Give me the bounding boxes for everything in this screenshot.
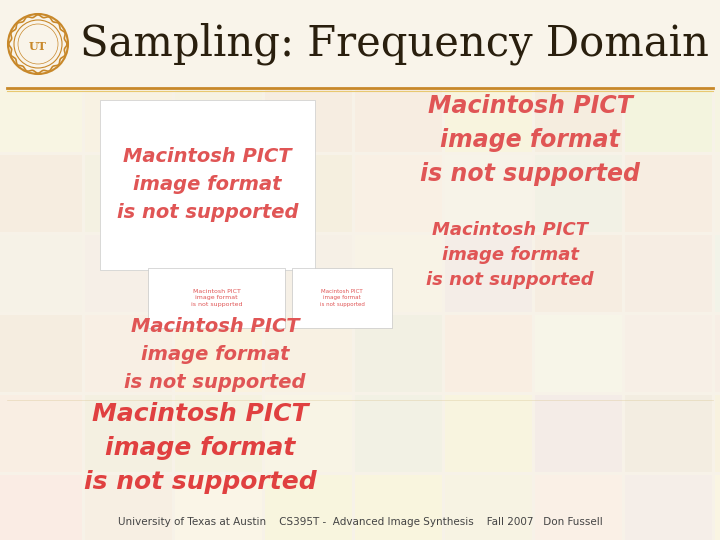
Bar	[625, 395, 712, 472]
Bar	[0, 395, 82, 472]
Bar	[265, 235, 352, 312]
Bar	[265, 0, 352, 72]
Bar	[445, 395, 532, 472]
Bar	[265, 315, 352, 392]
Bar	[175, 155, 262, 232]
Bar	[0, 315, 82, 392]
Bar	[0, 75, 82, 152]
Bar	[445, 475, 532, 540]
Bar	[625, 235, 712, 312]
Circle shape	[20, 26, 56, 62]
Bar	[715, 315, 720, 392]
Bar	[85, 155, 172, 232]
Bar	[445, 315, 532, 392]
Bar	[355, 155, 442, 232]
Bar	[85, 475, 172, 540]
Text: Sampling: Frequency Domain: Sampling: Frequency Domain	[80, 23, 709, 65]
Bar	[715, 75, 720, 152]
Bar	[355, 75, 442, 152]
Bar	[535, 155, 622, 232]
Bar	[355, 235, 442, 312]
Bar	[265, 75, 352, 152]
Bar	[85, 235, 172, 312]
Text: Macintosh PICT
image format
is not supported: Macintosh PICT image format is not suppo…	[420, 93, 640, 186]
Bar	[355, 0, 442, 72]
Text: Macintosh PICT
image format
is not supported: Macintosh PICT image format is not suppo…	[125, 318, 306, 393]
Bar	[265, 475, 352, 540]
Bar	[0, 0, 720, 90]
Bar	[355, 315, 442, 392]
Bar	[535, 315, 622, 392]
Bar	[625, 155, 712, 232]
Bar	[85, 75, 172, 152]
Bar	[535, 395, 622, 472]
Text: Macintosh PICT
image format
is not supported: Macintosh PICT image format is not suppo…	[426, 221, 594, 289]
Text: Macintosh PICT
image format
is not supported: Macintosh PICT image format is not suppo…	[84, 402, 316, 495]
Bar	[175, 0, 262, 72]
Bar	[625, 315, 712, 392]
Text: Macintosh PICT
image format
is not supported: Macintosh PICT image format is not suppo…	[320, 289, 364, 307]
Bar	[625, 475, 712, 540]
Bar	[85, 395, 172, 472]
Bar	[355, 475, 442, 540]
Bar	[292, 268, 392, 328]
Bar	[625, 0, 712, 72]
Bar	[175, 235, 262, 312]
Bar	[535, 75, 622, 152]
Bar	[85, 0, 172, 72]
Bar	[175, 315, 262, 392]
Text: University of Texas at Austin    CS395T -  Advanced Image Synthesis    Fall 2007: University of Texas at Austin CS395T - A…	[117, 517, 603, 527]
Bar	[535, 475, 622, 540]
Bar	[535, 0, 622, 72]
Bar	[0, 235, 82, 312]
Bar	[715, 395, 720, 472]
Bar	[175, 75, 262, 152]
Bar	[445, 0, 532, 72]
Bar	[445, 235, 532, 312]
Bar	[0, 475, 82, 540]
Bar	[715, 155, 720, 232]
Bar	[265, 395, 352, 472]
Bar	[715, 475, 720, 540]
Bar	[265, 155, 352, 232]
Bar	[715, 0, 720, 72]
Bar	[535, 235, 622, 312]
Bar	[445, 75, 532, 152]
Text: Macintosh PICT
image format
is not supported: Macintosh PICT image format is not suppo…	[117, 147, 298, 222]
Bar	[445, 155, 532, 232]
Bar	[148, 268, 285, 328]
Bar	[100, 100, 315, 270]
Bar	[175, 395, 262, 472]
Bar	[175, 475, 262, 540]
Bar	[0, 0, 82, 72]
Text: Macintosh PICT
image format
is not supported: Macintosh PICT image format is not suppo…	[191, 289, 242, 307]
Bar	[355, 395, 442, 472]
Bar	[85, 315, 172, 392]
Text: UT: UT	[29, 40, 47, 51]
Bar	[625, 75, 712, 152]
Bar	[0, 155, 82, 232]
Bar	[715, 235, 720, 312]
